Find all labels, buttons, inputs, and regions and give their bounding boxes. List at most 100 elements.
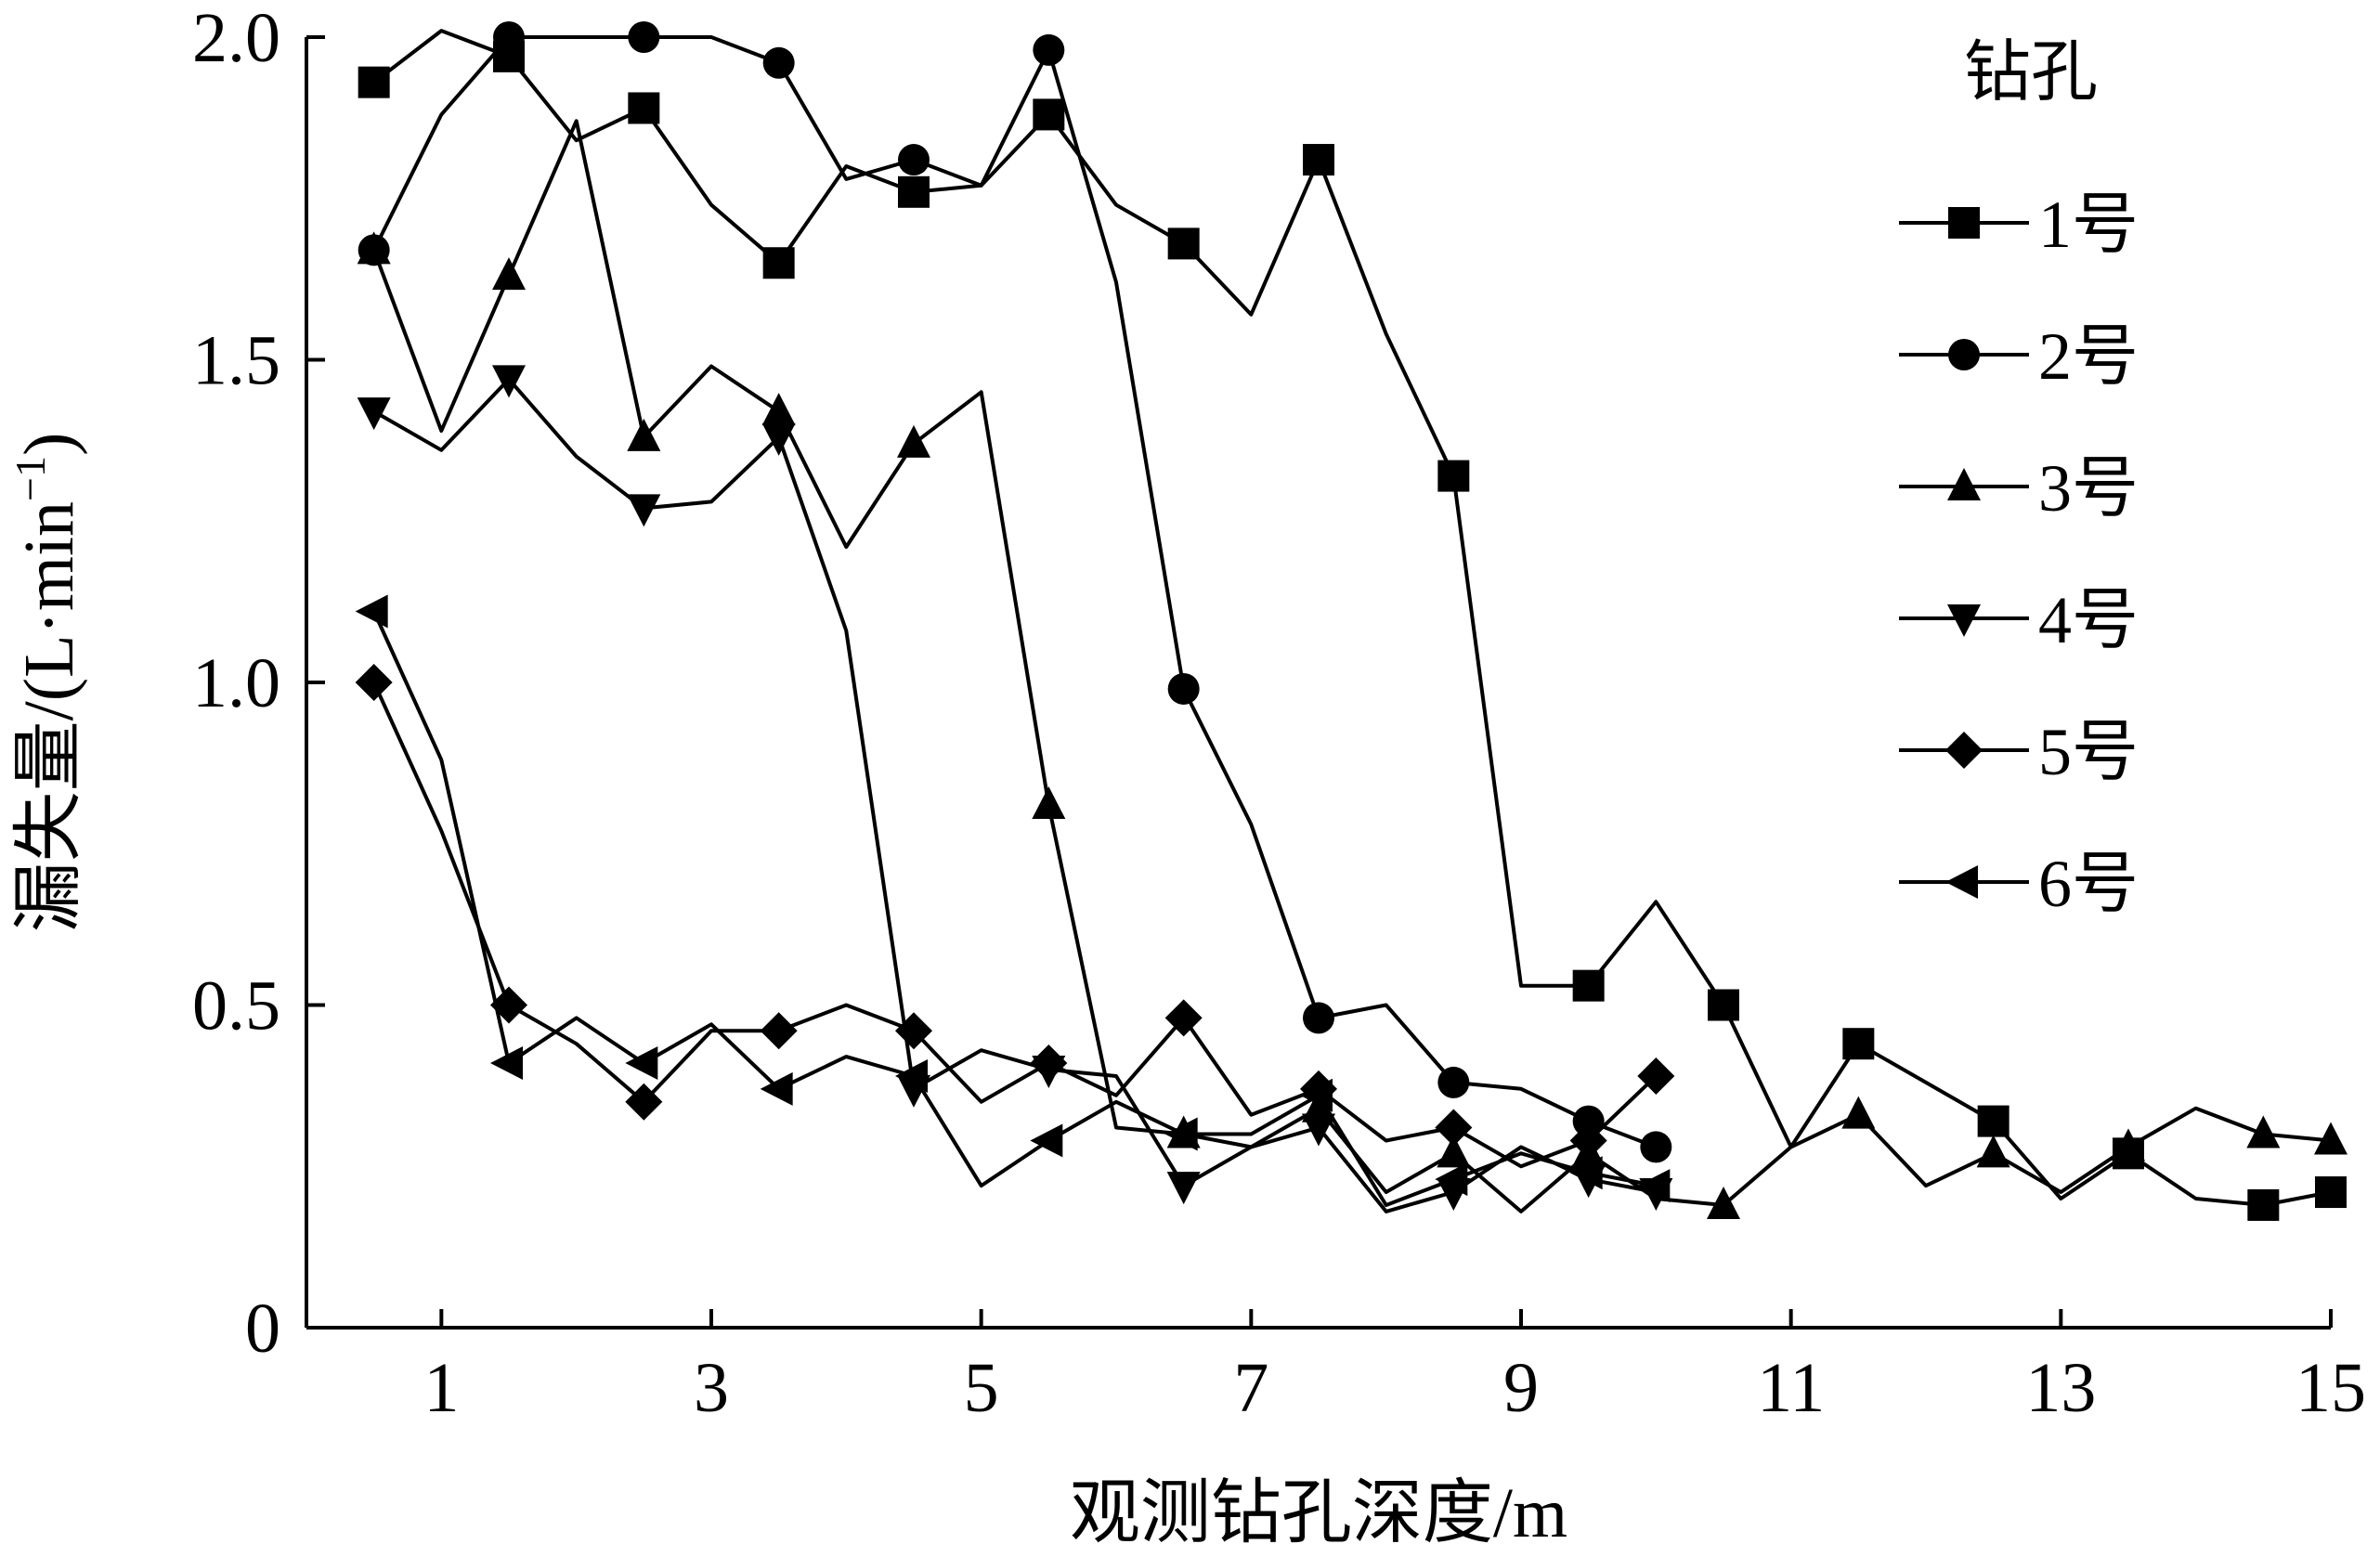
data-point (1033, 98, 1065, 131)
x-tick-label: 5 (964, 1349, 999, 1427)
legend-label: 3号 (2038, 451, 2139, 525)
series-5 (355, 664, 1675, 1169)
data-point (625, 1046, 658, 1081)
data-point (1437, 1135, 1471, 1168)
y-axis-label: 漏失量/(L·min−1) (7, 433, 88, 933)
legend-item: 1号 (1899, 188, 2139, 262)
data-point (1437, 1066, 1470, 1098)
legend-item: 4号 (1899, 583, 2139, 657)
data-point (628, 21, 660, 53)
data-point (357, 231, 391, 265)
legend-label: 4号 (2038, 583, 2139, 657)
series-line (372, 29, 2332, 1207)
data-point (1435, 1162, 1468, 1197)
y-tick-label: 1.5 (192, 322, 280, 400)
data-point (895, 1012, 932, 1050)
legend-item: 6号 (1899, 847, 2139, 921)
y-ticks: 0 0.5 1.0 1.5 2.0 (192, 0, 325, 1368)
data-point (1841, 1096, 1876, 1129)
y-axis-label-close: ) (10, 433, 88, 456)
data-point (1164, 999, 1203, 1037)
legend-marker (1947, 604, 1981, 637)
data-point (2112, 1128, 2145, 1161)
data-point (625, 1083, 663, 1121)
legend-item: 2号 (1899, 319, 2139, 394)
data-point (1572, 969, 1605, 1002)
x-tick-label: 7 (1233, 1349, 1268, 1427)
legend-title: 钻孔 (1964, 35, 2098, 110)
y-axis-label-sup: −1 (7, 456, 54, 501)
series-4 (357, 365, 1673, 1213)
data-point (1167, 227, 1200, 260)
x-axis-label: 观测钻孔深度/m (1070, 1474, 1567, 1552)
x-ticks: 1 3 5 7 9 11 13 15 (423, 1309, 2366, 1427)
data-point (1167, 672, 1200, 705)
legend-marker (1948, 339, 1980, 370)
data-point (761, 393, 796, 426)
x-tick-label: 11 (1757, 1349, 1825, 1427)
data-point (2315, 1176, 2347, 1209)
data-point (1637, 1057, 1675, 1095)
data-point (628, 92, 660, 124)
legend-items: 1号 2号 3号 4号 5号 6号 (1899, 188, 2139, 921)
y-tick-label: 2.0 (192, 0, 280, 77)
x-tick-label: 13 (2025, 1349, 2096, 1427)
x-tick-label: 1 (423, 1349, 459, 1427)
series-2 (358, 21, 1672, 1163)
data-point (627, 494, 661, 527)
data-point (1166, 1172, 1201, 1205)
data-point (761, 422, 796, 456)
data-point (490, 1046, 523, 1081)
data-point (898, 175, 930, 208)
data-point (1303, 144, 1334, 176)
y-tick-label: 1.0 (192, 644, 280, 722)
data-point (898, 144, 930, 176)
data-point (1300, 1078, 1333, 1112)
x-tick-label: 3 (694, 1349, 729, 1427)
y-tick-label: 0 (245, 1290, 280, 1368)
data-point (1435, 1109, 1473, 1147)
data-point (357, 397, 391, 431)
y-axis-label-main: 漏失量/(L·min (10, 501, 88, 932)
legend-label: 6号 (2038, 847, 2139, 921)
data-point (355, 594, 388, 629)
data-point (1572, 1105, 1605, 1137)
legend-marker (1948, 207, 1980, 239)
y-tick-label: 0.5 (192, 967, 280, 1045)
data-point (1640, 1131, 1672, 1163)
data-point (1030, 1044, 1068, 1083)
data-point (760, 1071, 793, 1106)
legend-label: 5号 (2038, 715, 2139, 789)
data-point (492, 365, 526, 398)
data-point (762, 46, 795, 79)
data-point (1164, 1117, 1198, 1151)
data-point (2246, 1115, 2281, 1148)
data-point (2247, 1188, 2280, 1221)
legend-marker (1945, 865, 1978, 899)
series-layer (355, 21, 2347, 1221)
data-point (492, 257, 526, 291)
series-line (371, 610, 1657, 1207)
legend-marker (1945, 732, 1983, 769)
data-point (1302, 1113, 1335, 1147)
data-point (1708, 989, 1739, 1021)
legend-label: 2号 (2038, 319, 2139, 394)
data-point (627, 418, 661, 451)
data-point (358, 66, 390, 98)
data-point (1637, 1169, 1671, 1203)
series-line (372, 377, 1657, 1213)
legend-item: 5号 (1899, 715, 2139, 789)
data-point (895, 1058, 928, 1093)
data-point (897, 424, 930, 458)
x-tick-label: 9 (1503, 1349, 1539, 1427)
data-point (2314, 1122, 2347, 1155)
data-point (1033, 33, 1065, 66)
series-6 (355, 594, 1671, 1207)
data-point (1842, 1028, 1875, 1060)
data-point (493, 21, 525, 53)
data-point (1976, 1135, 2010, 1168)
legend-label: 1号 (2038, 188, 2139, 262)
series-line (371, 35, 1658, 1149)
legend: 钻孔 1号 2号 3号 4号 5号 6号 (1899, 35, 2139, 921)
